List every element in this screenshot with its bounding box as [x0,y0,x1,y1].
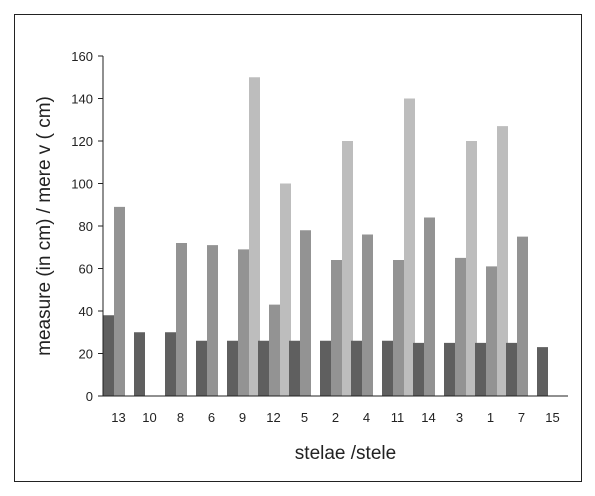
bar-11-series-1 [382,340,393,396]
x-tick-label: 11 [391,410,405,425]
bar-12-series-3 [280,183,291,396]
bar-7-series-2 [517,236,528,396]
bar-7-series-1 [506,342,517,396]
bar-10-series-1 [134,332,145,396]
bar-13-series-2 [114,206,125,396]
bar-5-series-1 [289,340,300,396]
x-tick-label: 10 [142,410,156,425]
bar-3-series-1 [444,342,455,396]
x-tick-label: 5 [301,410,308,425]
x-tick-label: 7 [518,410,525,425]
y-axis-title: measure (in cm) / mere v ( cm) [34,96,55,356]
bar-11-series-2 [393,260,404,396]
bar-14-series-1 [413,342,424,396]
bar-14-series-2 [424,217,435,396]
bar-8-series-2 [176,243,187,396]
bar-8-series-1 [165,332,176,396]
x-tick-label: 6 [208,410,215,425]
bar-15-series-1 [537,347,548,396]
bar-12-series-1 [258,340,269,396]
y-axis-ticks: 0 20 40 60 80 100 120 140 160 [71,49,103,404]
bar-1-series-2 [486,266,497,396]
y-tick-label: 0 [86,389,93,404]
y-tick-label: 20 [79,347,93,362]
x-tick-label: 15 [545,410,559,425]
bar-11-series-3 [404,98,415,396]
bar-2-series-1 [320,340,331,396]
x-tick-label: 9 [239,410,246,425]
bar-1-series-3 [497,126,508,396]
chart-frame [14,14,582,482]
x-tick-label: 14 [421,410,435,425]
y-tick-label: 160 [71,49,93,64]
bar-9-series-1 [227,340,238,396]
y-tick-label: 60 [79,262,93,277]
y-tick-label: 80 [79,219,93,234]
bar-2-series-3 [342,141,353,396]
x-tick-label: 4 [363,410,370,425]
bar-1-series-1 [475,342,486,396]
bar-4-series-1 [351,340,362,396]
bar-2-series-2 [331,260,342,396]
y-tick-label: 120 [71,134,93,149]
x-tick-label: 8 [177,410,184,425]
bar-9-series-2 [238,249,249,396]
y-tick-label: 140 [71,92,93,107]
x-tick-label: 12 [266,410,280,425]
y-tick-label: 40 [79,304,93,319]
bar-13-series-1 [103,315,114,396]
bar-6-series-2 [207,245,218,396]
bar-3-series-3 [466,141,477,396]
bar-3-series-2 [455,257,466,396]
x-tick-label: 2 [332,410,339,425]
plot-area [103,77,548,396]
x-tick-label: 1 [487,410,494,425]
x-tick-label: 13 [111,410,125,425]
x-axis-ticks: 13 10 8 6 9 12 5 2 4 11 14 3 1 7 15 [111,410,559,425]
x-tick-label: 3 [456,410,463,425]
bar-12-series-2 [269,304,280,396]
y-tick-label: 100 [71,177,93,192]
bar-4-series-2 [362,234,373,396]
bar-6-series-1 [196,340,207,396]
bar-9-series-3 [249,77,260,396]
bar-5-series-2 [300,230,311,396]
x-axis-title: stelae /stele [295,443,396,464]
